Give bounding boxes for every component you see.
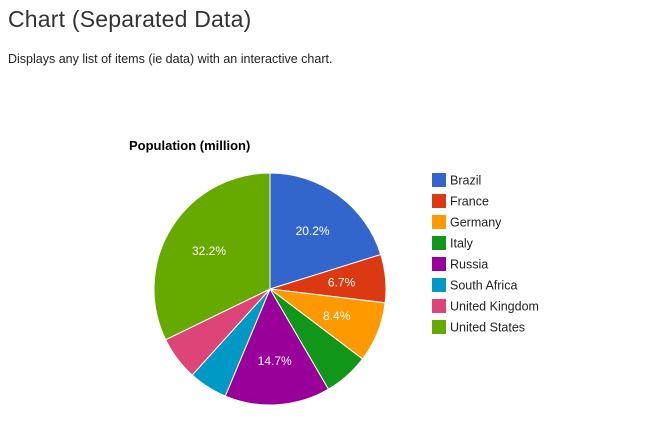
legend-label: United States [450,321,525,335]
pie-slice-united-states[interactable] [153,172,271,341]
legend-swatch [432,215,446,229]
legend-item-brazil[interactable]: Brazil [432,173,481,188]
legend-swatch [432,194,446,208]
slice-label-brazil: 20.2% [296,224,330,238]
legend-label: United Kingdom [450,300,539,314]
legend-swatch [432,320,446,334]
legend-swatch [432,299,446,313]
legend-label: Germany [450,216,502,230]
chart-legend: Brazil France Germany Italy Russia South Afri… [432,173,539,335]
chart-title: Population (million) [129,138,250,153]
legend-swatch [432,257,446,271]
legend-item-germany[interactable]: Germany [432,215,502,230]
pie-slice-labels: 20.2% 6.7% 8.4% 14.7% 32.2% [192,224,356,368]
legend-swatch [432,278,446,292]
legend-label: Italy [450,237,474,251]
slice-label-russia: 14.7% [258,354,292,368]
legend-item-united-kingdom[interactable]: United Kingdom [432,299,539,314]
legend-label: Russia [450,258,488,272]
pie-slices [153,172,387,406]
slice-label-united-states: 32.2% [192,244,226,258]
legend-label: South Africa [450,279,517,293]
page-description: Displays any list of items (ie data) wit… [8,52,333,66]
legend-item-south-africa[interactable]: South Africa [432,278,517,293]
chart-container[interactable]: Population (million) 20.2% 6.7% 8.4% 14.7% 3… [0,120,658,432]
legend-item-france[interactable]: France [432,194,489,209]
pie-slice-russia[interactable] [224,287,330,406]
legend-item-united-states[interactable]: United States [432,320,525,335]
slice-label-france: 6.7% [328,276,356,290]
legend-label: Brazil [450,174,481,188]
pie-chart[interactable]: Population (million) 20.2% 6.7% 8.4% 14.7% 3… [0,120,658,432]
legend-item-italy[interactable]: Italy [432,236,474,251]
legend-swatch [432,173,446,187]
legend-swatch [432,236,446,250]
page-title: Chart (Separated Data) [8,6,252,32]
legend-label: France [450,195,489,209]
legend-item-russia[interactable]: Russia [432,257,488,272]
pie-slice-brazil[interactable] [269,172,382,290]
slice-label-germany: 8.4% [323,309,351,323]
